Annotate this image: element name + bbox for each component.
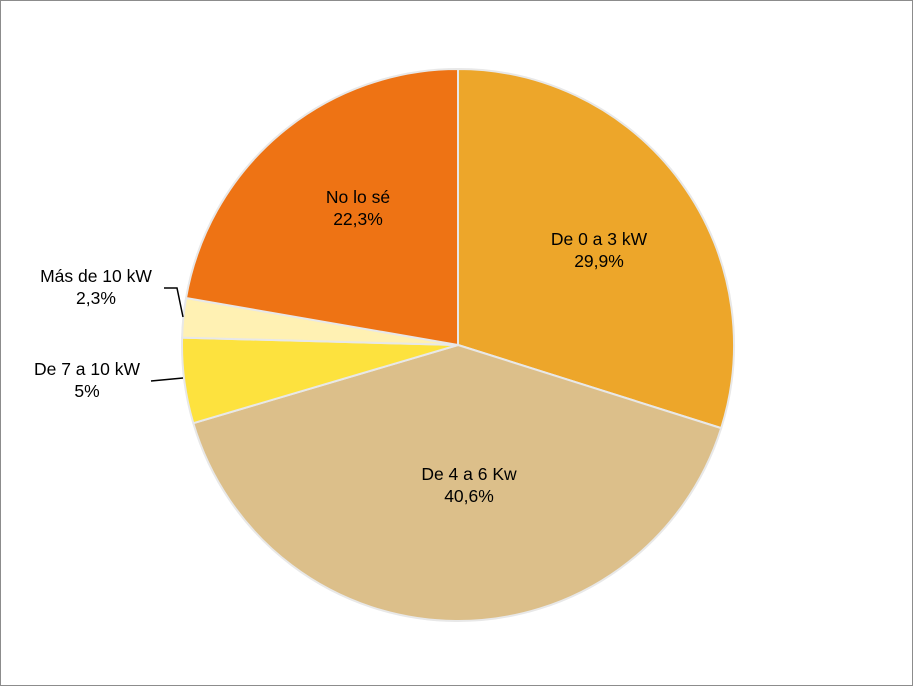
pie-slice-no-lo-se	[185, 68, 459, 346]
leader-line-de-7-a-10-kw	[150, 377, 184, 382]
slice-label-de-0-a-3-kw: De 0 a 3 kW	[551, 229, 648, 249]
slice-value-de-0-a-3-kw: 29,9%	[574, 251, 624, 271]
slice-value-no-lo-se: 22,3%	[333, 209, 383, 229]
slice-value-mas-de-10-kw: 2,3%	[76, 288, 116, 308]
leader-lines	[150, 287, 184, 382]
leader-line-mas-de-10-kw	[164, 287, 184, 318]
slice-label-no-lo-se: No lo sé	[326, 187, 390, 207]
slice-value-de-7-a-10-kw: 5%	[74, 381, 99, 401]
slice-label-de-4-a-6-kw: De 4 a 6 Kw	[421, 464, 517, 484]
slice-label-mas-de-10-kw: Más de 10 kW	[40, 266, 152, 286]
pie-slice-de-0-a-3-kw	[457, 68, 735, 430]
slice-value-de-4-a-6-kw: 40,6%	[444, 486, 494, 506]
pie-slice-de-4-a-6-kw	[192, 344, 723, 622]
pie-slices	[181, 68, 735, 622]
slice-label-de-7-a-10-kw: De 7 a 10 kW	[34, 359, 140, 379]
